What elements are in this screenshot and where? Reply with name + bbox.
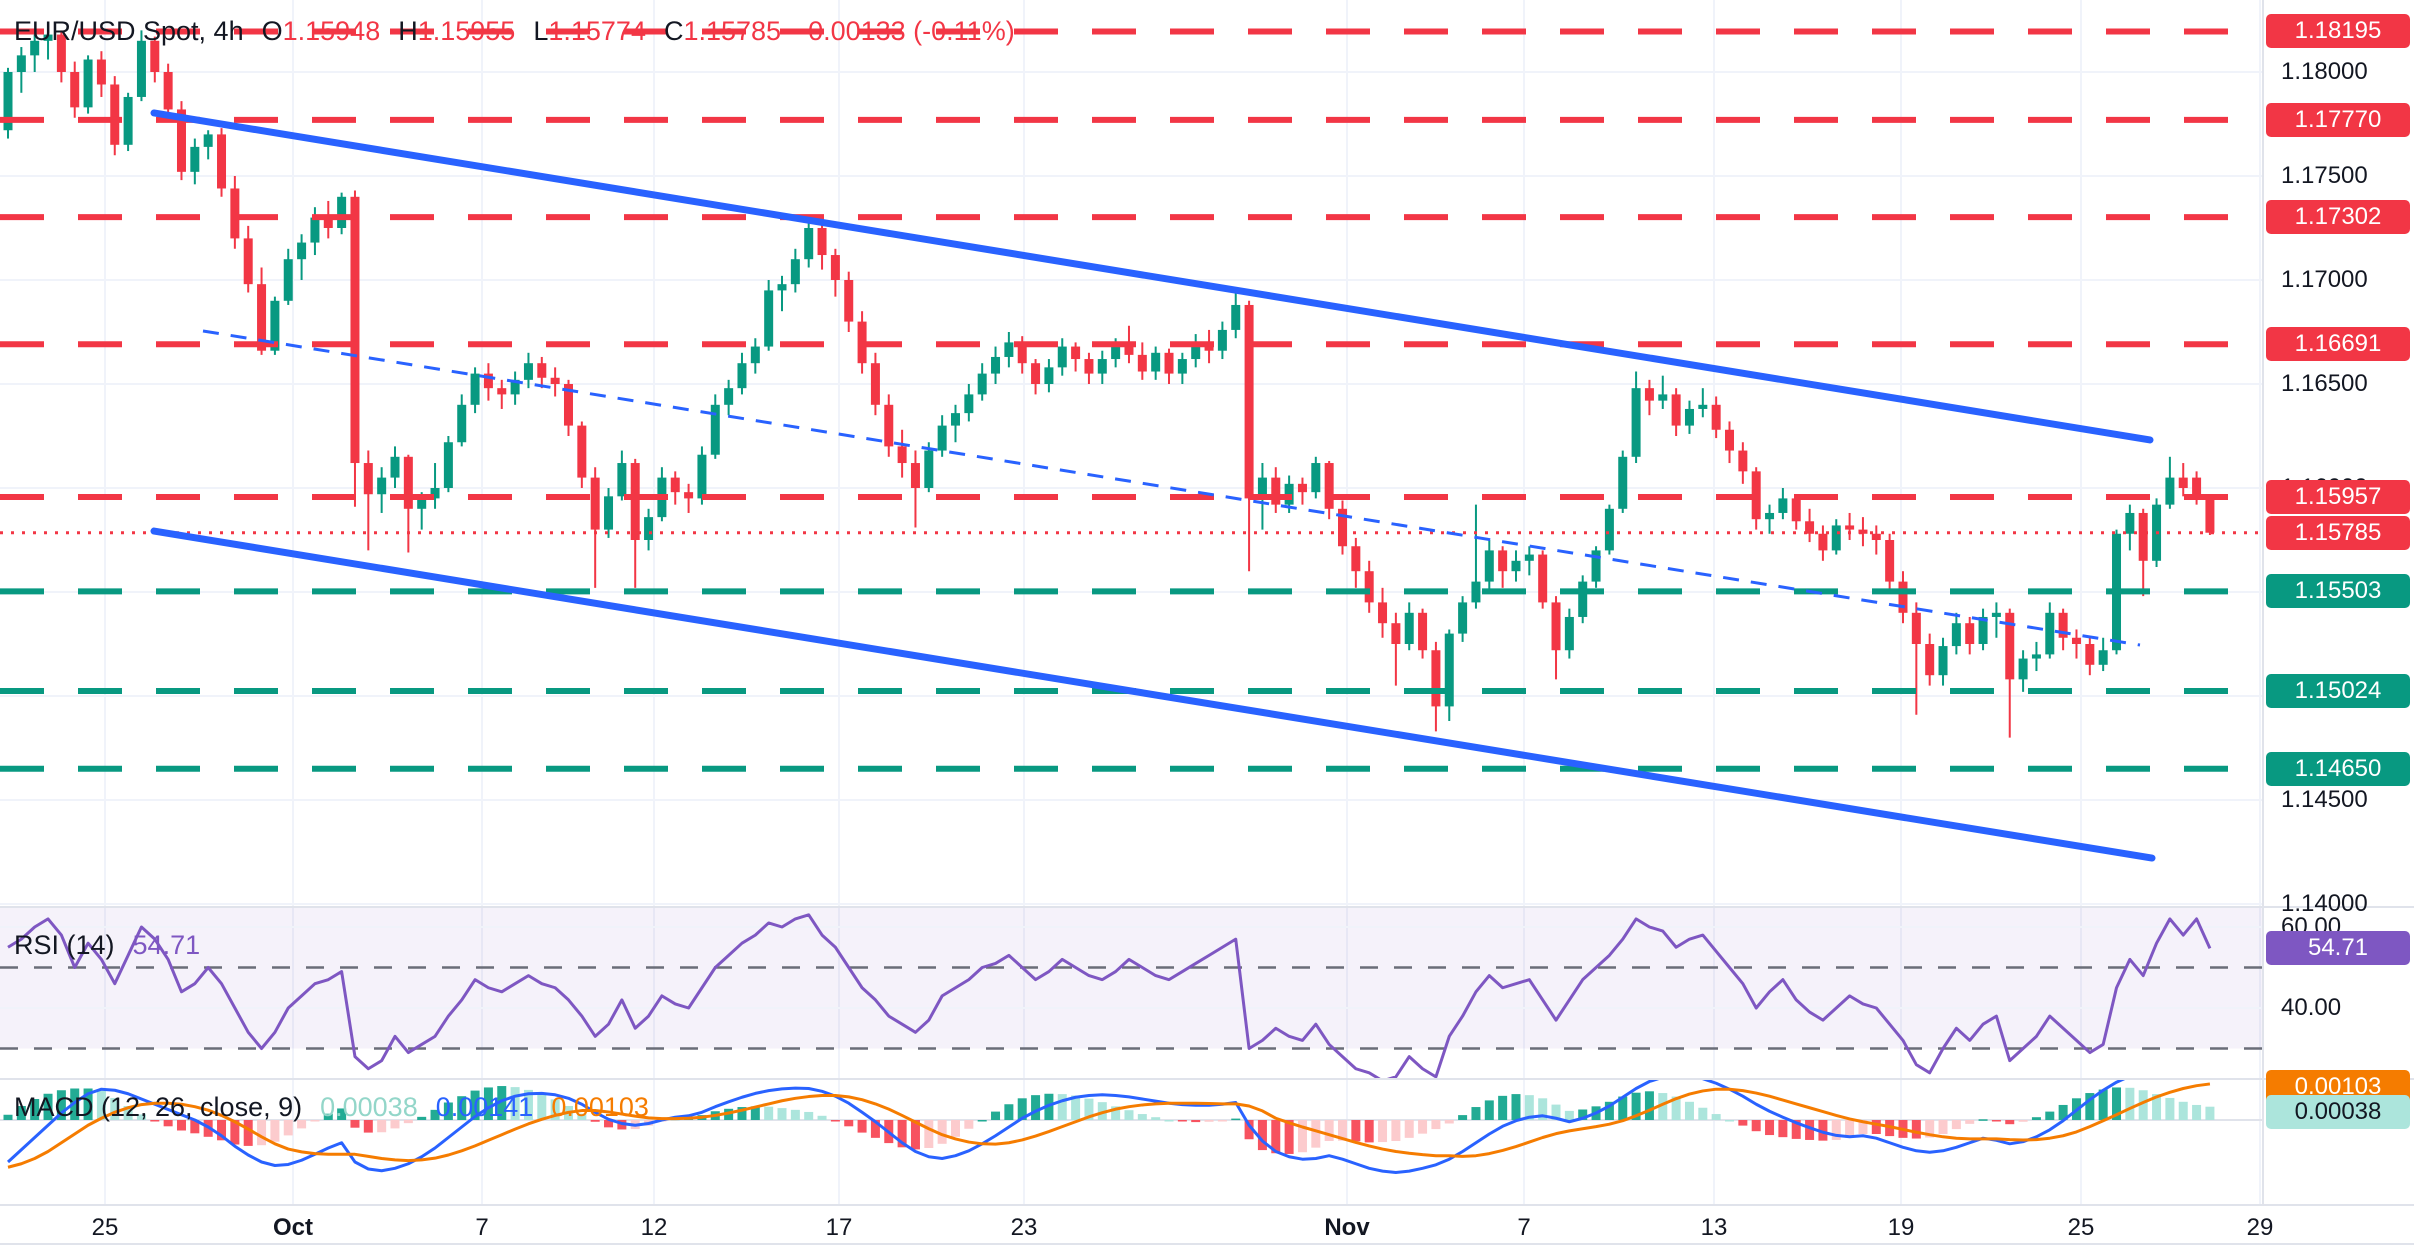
- price-tick-label: 1.14000: [2281, 890, 2368, 917]
- macd-value-badge: 0.00038: [2266, 1095, 2410, 1129]
- support-price-badge: 1.15024: [2266, 674, 2410, 708]
- price-level-lines: [0, 28, 2263, 772]
- rsi-legend[interactable]: RSI (14) 54.71: [14, 930, 200, 961]
- resistance-price-badge: 1.17302: [2266, 200, 2410, 235]
- macd-label: MACD (12, 26, close, 9): [14, 1092, 303, 1122]
- macd-line-value: 0.00141: [435, 1092, 534, 1122]
- time-axis-label: 17: [825, 1214, 853, 1241]
- time-axis-label: Nov: [1324, 1214, 1370, 1241]
- channel-lower-line: [150, 527, 2156, 862]
- channel-mid-dashed-line: [202, 329, 2141, 647]
- grid-vertical-lines: [104, 0, 2261, 1205]
- time-axis-label: 25: [2067, 1214, 2095, 1241]
- rsi-value: 54.71: [132, 930, 201, 960]
- time-axis-label: 19: [1887, 1214, 1915, 1241]
- candles-layer: [3, 26, 2215, 738]
- macd-legend[interactable]: MACD (12, 26, close, 9) 0.00038 0.00141 …: [14, 1092, 649, 1123]
- macd-signal-line: [7, 1082, 2211, 1169]
- symbol-title: EUR/USD Spot, 4h: [14, 16, 244, 46]
- resistance-price-badge: 1.18195: [2266, 14, 2410, 49]
- macd-layer: [3, 1080, 2215, 1174]
- change-value: -0.00133 (-0.11%): [799, 16, 1015, 46]
- time-axis[interactable]: [0, 1205, 2414, 1246]
- current-price-badge: 1.15785: [2266, 515, 2410, 550]
- price-tick-label: 1.17500: [2281, 162, 2368, 189]
- rsi-line: [7, 913, 2212, 1078]
- resistance-price-badge: 1.17770: [2266, 102, 2410, 137]
- rsi-value-badge: 54.71: [2266, 931, 2410, 966]
- rsi-tick-label: 40.00: [2281, 994, 2342, 1021]
- macd-line: [6, 1080, 2126, 1174]
- time-axis-label: 7: [475, 1214, 489, 1241]
- macd-hist-value: 0.00038: [320, 1092, 418, 1122]
- time-axis-label: 12: [640, 1214, 668, 1241]
- resistance-price-badge: 1.15957: [2266, 479, 2410, 514]
- symbol-legend[interactable]: EUR/USD Spot, 4h O1.15948 H1.15955 L1.15…: [14, 16, 1015, 47]
- support-price-badge: 1.15503: [2266, 574, 2410, 609]
- rsi-band: [0, 908, 2263, 1049]
- support-price-badge: 1.14650: [2266, 751, 2410, 786]
- price-tick-label: 1.17000: [2281, 266, 2368, 293]
- time-axis-label: Oct: [272, 1214, 314, 1241]
- time-axis-label: 29: [2246, 1214, 2274, 1241]
- macd-signal-value: 0.00103: [551, 1092, 649, 1122]
- resistance-price-badge: 1.16691: [2266, 327, 2410, 362]
- ohlc-high: H1.15955: [398, 16, 516, 46]
- time-axis-label: 13: [1700, 1214, 1728, 1241]
- ohlc-open: O1.15948: [261, 16, 381, 46]
- rsi-label: RSI (14): [14, 930, 115, 960]
- price-tick-label: 1.18000: [2281, 58, 2368, 85]
- channel-upper-line: [150, 109, 2154, 444]
- time-axis-label: 23: [1010, 1214, 1038, 1241]
- ohlc-low: L1.15774: [533, 16, 646, 46]
- ohlc-close: C1.15785: [663, 16, 782, 46]
- price-tick-label: 1.16500: [2281, 370, 2368, 397]
- time-axis-label: 7: [1517, 1214, 1531, 1241]
- time-axis-label: 25: [91, 1214, 119, 1241]
- price-tick-label: 1.14500: [2281, 786, 2368, 813]
